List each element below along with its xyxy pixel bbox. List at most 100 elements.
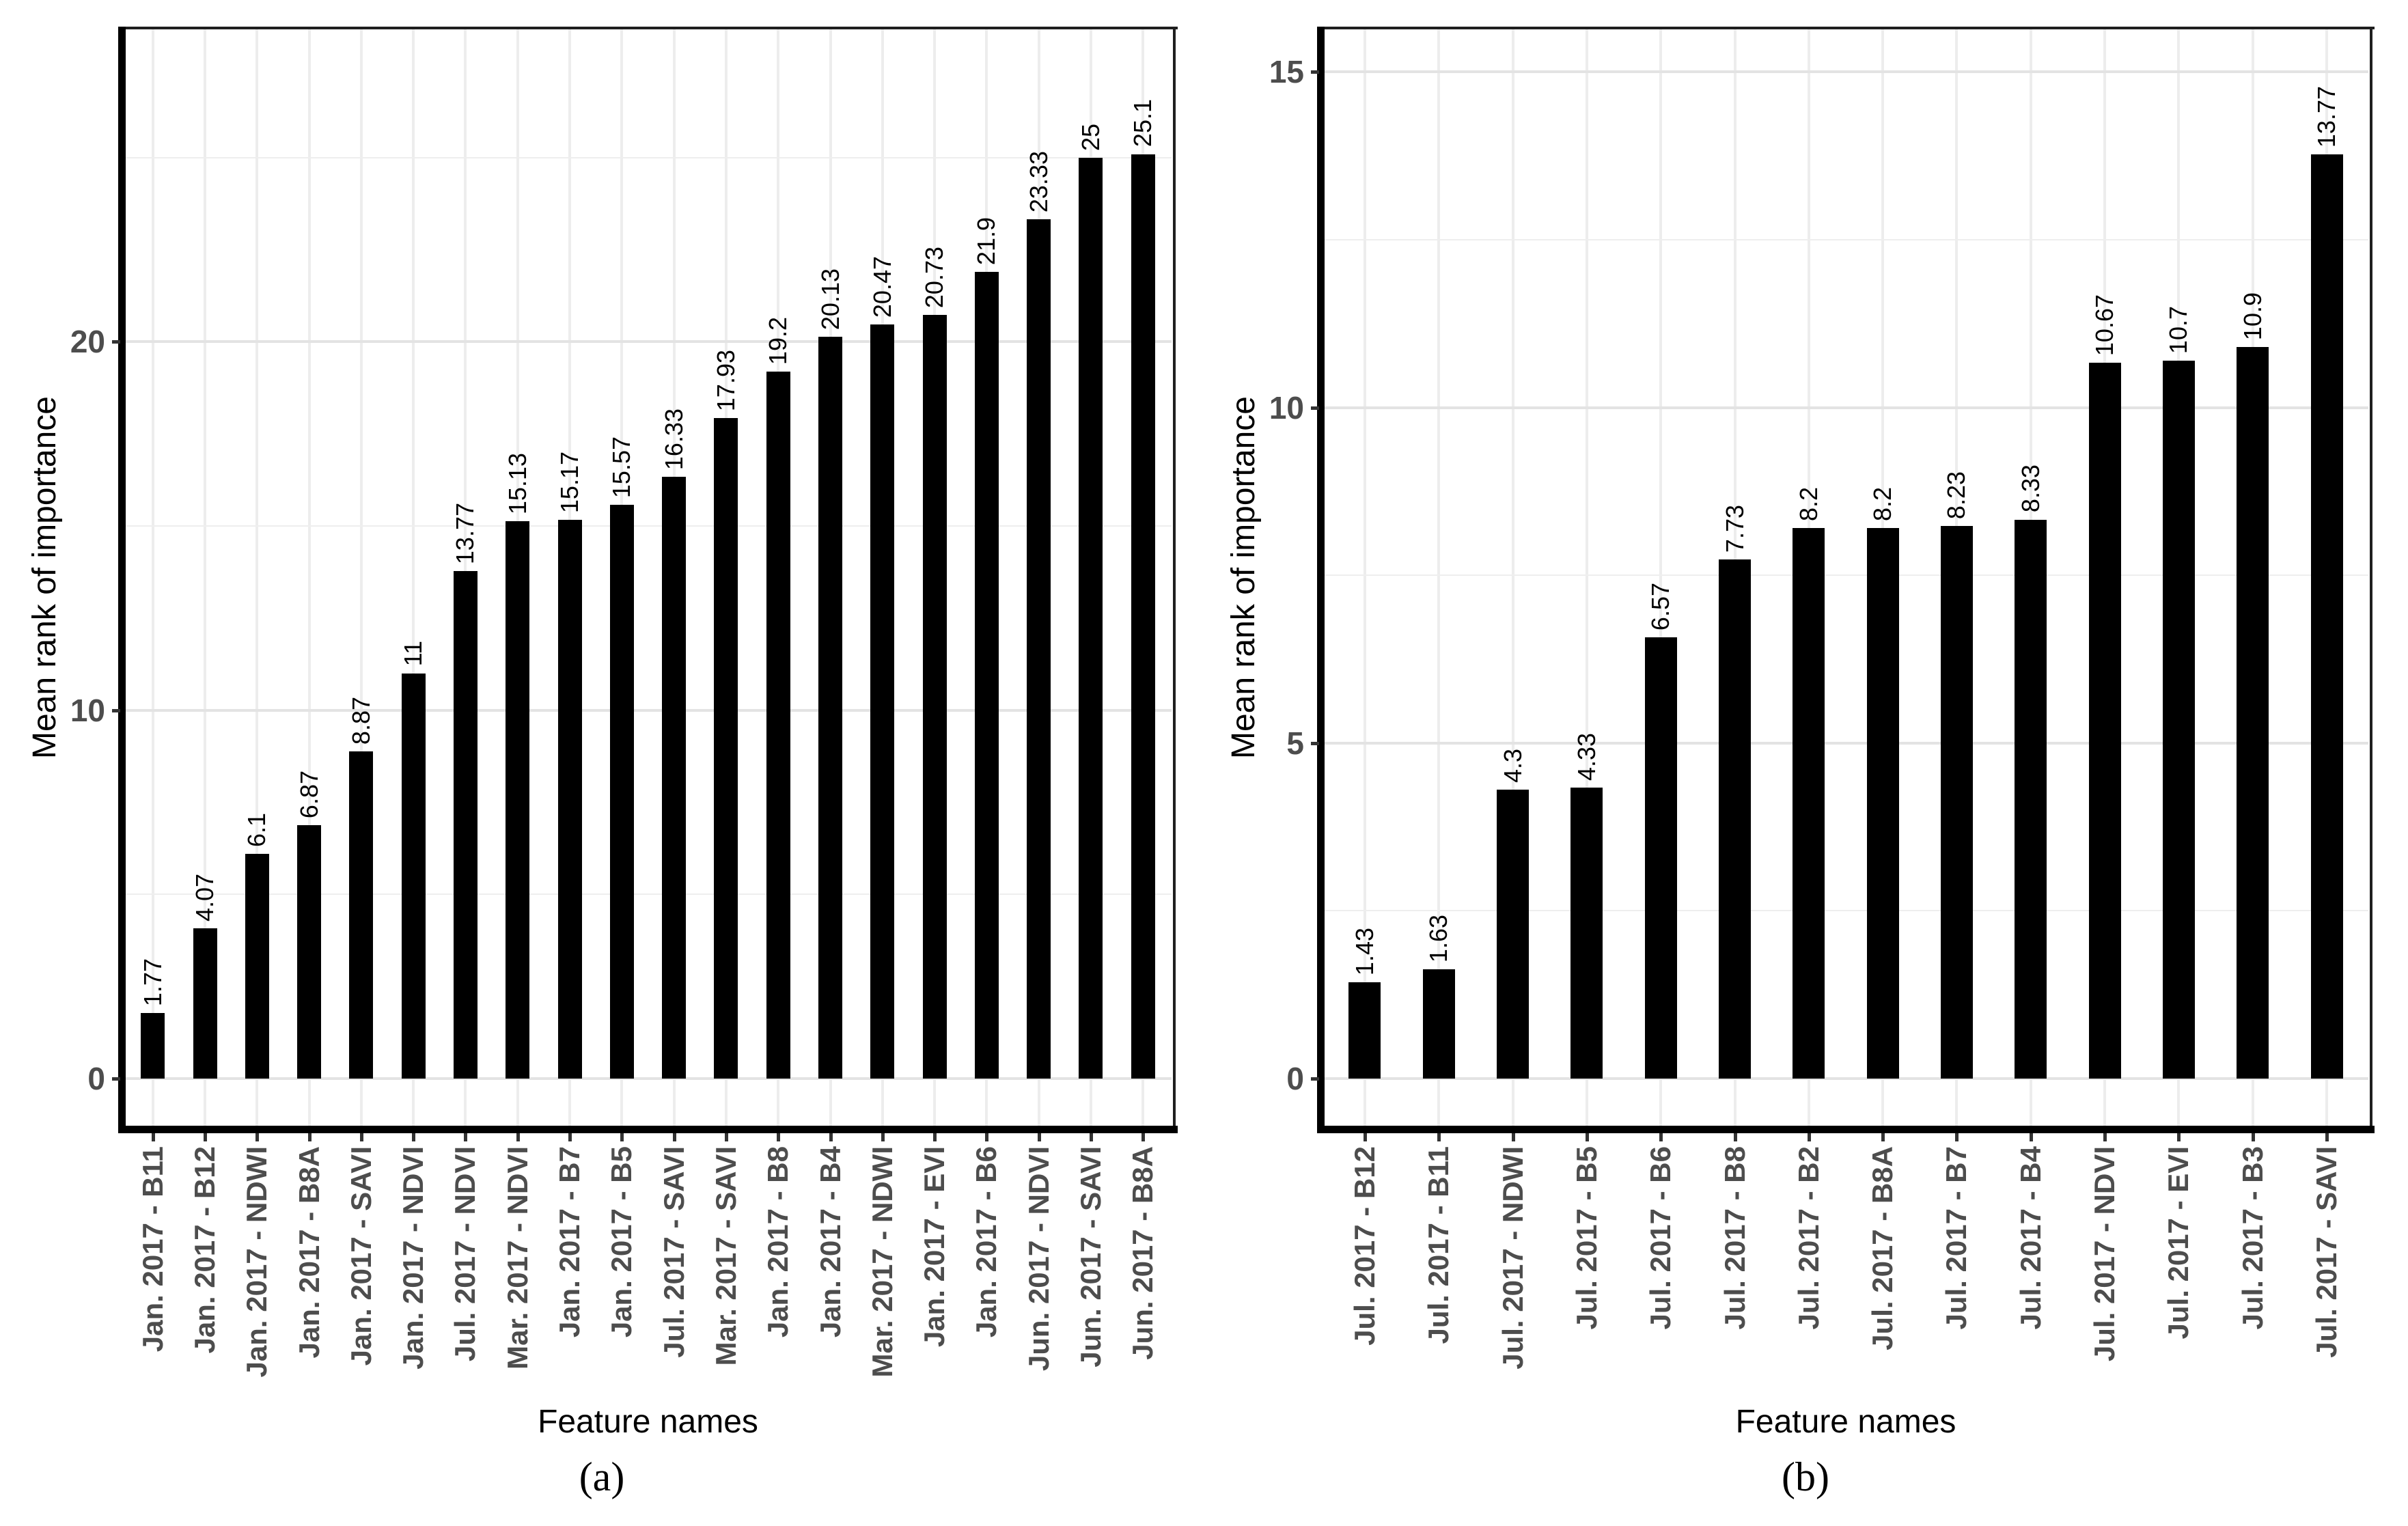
bar <box>2310 154 2343 1079</box>
x-tick-label: Jan. 2017 - B7 <box>553 1146 586 1338</box>
y-tick-label: 20 <box>70 324 105 360</box>
gridline-major <box>1325 70 2368 74</box>
bar <box>766 371 790 1079</box>
y-tick-mark <box>112 340 120 344</box>
x-tick-mark <box>985 1133 989 1141</box>
x-tick-label: Jan. 2017 - B4 <box>814 1146 846 1338</box>
bar-value-label: 15.17 <box>555 451 584 513</box>
x-tick-mark <box>464 1133 468 1141</box>
bar <box>193 928 217 1079</box>
bar-value-label: 25 <box>1076 123 1105 151</box>
bar-value-label: 10.67 <box>2090 294 2119 356</box>
x-tick-label: Jul. 2017 - B4 <box>2014 1146 2047 1330</box>
bar-value-label: 6.87 <box>294 771 323 819</box>
x-axis-line <box>118 1126 1178 1133</box>
bar <box>1131 154 1155 1079</box>
gridline-vertical <box>151 29 154 1126</box>
caption-a: (a) <box>579 1454 625 1499</box>
gridline-vertical <box>1585 29 1588 1126</box>
x-tick-mark <box>2029 1133 2033 1141</box>
bar-value-label: 20.13 <box>816 268 844 331</box>
x-tick-label: Jul. 2017 - B7 <box>1940 1146 1973 1330</box>
gridline-vertical <box>1363 29 1366 1126</box>
bar-value-label: 21.9 <box>972 217 1001 266</box>
bar <box>662 477 687 1079</box>
gridline-minor <box>1325 574 2368 577</box>
bar-value-label: 4.33 <box>1572 733 1601 781</box>
x-tick-label: Jul. 2017 - NDVI <box>2088 1146 2121 1362</box>
x-tick-label: Jan. 2017 - SAVI <box>344 1146 377 1366</box>
bar-value-label: 6.1 <box>243 812 271 847</box>
x-tick-label: Jul. 2017 - B6 <box>1644 1146 1677 1330</box>
x-axis-title: Feature names <box>1735 1404 1956 1440</box>
bar-value-label: 15.57 <box>607 436 636 499</box>
x-tick-mark <box>516 1133 520 1141</box>
y-axis-title: Mean rank of importance <box>1226 396 1262 759</box>
y-tick-label: 5 <box>1286 725 1304 761</box>
x-tick-mark <box>933 1133 937 1141</box>
x-tick-mark <box>2103 1133 2107 1141</box>
bar <box>141 1013 165 1079</box>
x-tick-mark <box>829 1133 833 1141</box>
gridline-vertical <box>359 29 363 1126</box>
x-tick-mark <box>151 1133 155 1141</box>
x-tick-mark <box>2325 1133 2329 1141</box>
y-tick-label: 15 <box>1269 54 1304 90</box>
gridline-minor <box>126 893 1172 896</box>
x-tick-mark <box>1089 1133 1093 1141</box>
bar-value-label: 13.77 <box>451 503 480 565</box>
x-tick-mark <box>724 1133 728 1141</box>
bar <box>714 418 738 1079</box>
x-tick-label: Jul. 2017 - B12 <box>1348 1146 1381 1346</box>
bar <box>506 521 530 1079</box>
gridline-vertical <box>1659 29 1663 1126</box>
bar <box>609 505 634 1079</box>
bar-value-label: 20.47 <box>868 256 896 318</box>
x-tick-label: Mar. 2017 - NDWI <box>866 1146 898 1378</box>
x-tick-label: Mar. 2017 - NDVI <box>501 1146 534 1370</box>
x-tick-mark <box>359 1133 363 1141</box>
bar-value-label: 1.63 <box>1424 914 1453 962</box>
bar <box>349 751 374 1079</box>
gridline-vertical <box>1511 29 1514 1126</box>
bar-value-label: 8.23 <box>1942 471 1971 520</box>
y-axis-line <box>1317 27 1325 1133</box>
x-tick-label: Jan. 2017 - EVI <box>918 1146 951 1348</box>
x-tick-label: Jan. 2017 - NDVI <box>397 1146 430 1370</box>
gridline-vertical <box>204 29 207 1126</box>
x-tick-label: Jan. 2017 - NDWI <box>240 1146 273 1378</box>
bar-value-label: 8.2 <box>1794 487 1823 522</box>
bar-value-label: 25.1 <box>1129 99 1157 148</box>
y-tick-mark <box>1311 406 1319 410</box>
x-tick-mark <box>1511 1133 1515 1141</box>
caption-b: (b) <box>1782 1454 1829 1499</box>
x-tick-label: Jan. 2017 - B8 <box>762 1146 794 1338</box>
bar <box>1940 526 1973 1079</box>
y-tick-label: 10 <box>70 692 105 728</box>
x-tick-label: Jul. 2017 - B2 <box>1792 1146 1825 1330</box>
bar-value-label: 8.2 <box>1868 487 1897 522</box>
gridline-minor <box>1325 910 2368 912</box>
gridline-major <box>126 340 1172 344</box>
x-tick-label: Jan. 2017 - B6 <box>970 1146 1003 1338</box>
bar-value-label: 8.33 <box>2016 464 2045 513</box>
y-tick-mark <box>112 1077 120 1081</box>
x-tick-label: Jun. 2017 - SAVI <box>1074 1146 1107 1368</box>
panel-border-right <box>2370 27 2372 1128</box>
y-tick-mark <box>1311 1077 1319 1081</box>
bar-value-label: 20.73 <box>920 247 949 309</box>
x-tick-mark <box>204 1133 208 1141</box>
gridline-vertical <box>412 29 415 1126</box>
x-tick-label: Mar. 2017 - SAVI <box>709 1146 742 1366</box>
x-tick-label: Jun. 2017 - NDVI <box>1022 1146 1055 1372</box>
x-tick-mark <box>1955 1133 1959 1141</box>
x-tick-mark <box>1733 1133 1737 1141</box>
bar-value-label: 15.13 <box>503 452 531 515</box>
bar <box>401 673 426 1079</box>
x-axis-line <box>1317 1126 2375 1133</box>
x-tick-mark <box>2251 1133 2255 1141</box>
bar <box>2088 362 2121 1079</box>
gridline-minor <box>126 156 1172 158</box>
gridline-vertical <box>255 29 259 1126</box>
